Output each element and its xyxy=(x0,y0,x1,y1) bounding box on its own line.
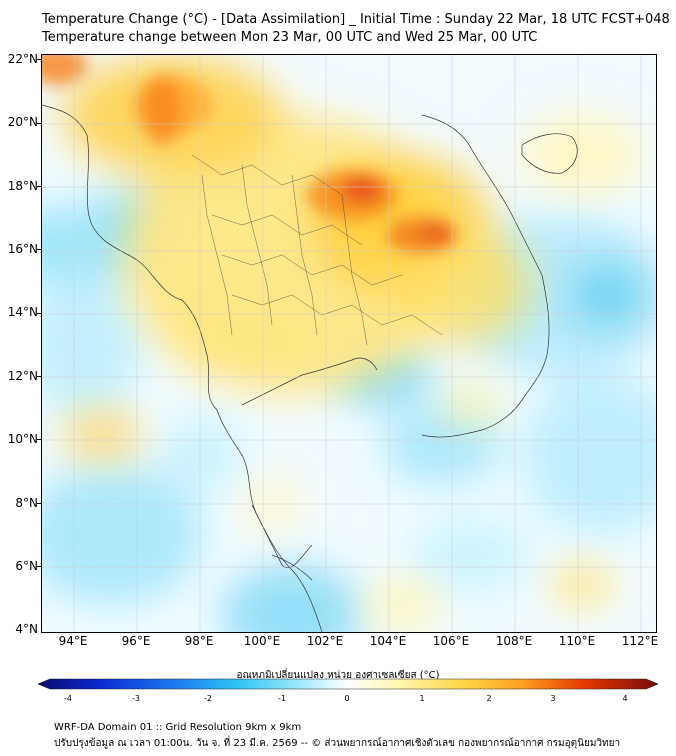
lon-label: 96°E xyxy=(121,634,151,648)
lon-label: 108°E xyxy=(495,634,533,648)
lat-label: 18°N xyxy=(7,179,38,193)
warm-anomaly-field xyxy=(62,55,642,630)
lat-tick xyxy=(37,59,41,60)
lat-tick xyxy=(37,123,41,124)
lat-tick xyxy=(37,503,41,504)
colorbar-tick: -2 xyxy=(204,694,212,703)
lat-label: 20°N xyxy=(7,115,38,129)
colorbar-tick: 0 xyxy=(344,694,350,703)
lat-tick xyxy=(37,439,41,440)
colorbar-tick: -4 xyxy=(64,694,72,703)
lon-label: 98°E xyxy=(184,634,214,648)
lon-label: 94°E xyxy=(58,634,88,648)
colorbar-tick: 3 xyxy=(550,694,556,703)
lat-label: 22°N xyxy=(7,52,38,66)
lat-tick xyxy=(37,566,41,567)
lat-label: 6°N xyxy=(15,559,38,573)
lat-tick xyxy=(37,313,41,314)
page-subtitle: Temperature change between Mon 23 Mar, 0… xyxy=(42,30,538,45)
footer-credit: ปรับปรุงข้อมูล ณ เวลา 01:00น. วัน จ. ที่… xyxy=(54,738,621,749)
colorbar xyxy=(38,678,658,690)
lon-label: 110°E xyxy=(558,634,596,648)
footer-model-info: WRF-DA Domain 01 :: Grid Resolution 9km … xyxy=(54,722,302,733)
colorbar-gradient xyxy=(38,678,658,690)
colorbar-tick: 2 xyxy=(486,694,492,703)
page-title: Temperature Change (°C) - [Data Assimila… xyxy=(42,12,670,27)
lat-label: 12°N xyxy=(7,369,38,383)
lat-tick xyxy=(37,186,41,187)
lon-label: 102°E xyxy=(306,634,344,648)
temperature-change-map[interactable] xyxy=(41,54,657,633)
lat-label: 14°N xyxy=(7,305,38,319)
graticule xyxy=(42,55,656,632)
colorbar-label: อุณหภูมิเปลี่ยนแปลง หน่วย องศาเซลเซียส (… xyxy=(236,670,440,681)
colorbar-tick: -1 xyxy=(278,694,286,703)
province-boundaries xyxy=(191,154,443,346)
colorbar-tick: -3 xyxy=(132,694,140,703)
lon-label: 104°E xyxy=(369,634,407,648)
lon-label: 100°E xyxy=(243,634,281,648)
lon-label: 112°E xyxy=(621,634,659,648)
lat-label: 16°N xyxy=(7,242,38,256)
lat-label: 10°N xyxy=(7,432,38,446)
map-canvas xyxy=(42,55,656,632)
colorbar-tick: 1 xyxy=(419,694,425,703)
lat-tick xyxy=(37,376,41,377)
lat-label: 8°N xyxy=(15,496,38,510)
lat-label: 4°N xyxy=(15,622,38,636)
hot-anomaly-field xyxy=(42,55,457,253)
lon-label: 106°E xyxy=(432,634,470,648)
colorbar-tick: 4 xyxy=(622,694,628,703)
lat-tick xyxy=(37,249,41,250)
